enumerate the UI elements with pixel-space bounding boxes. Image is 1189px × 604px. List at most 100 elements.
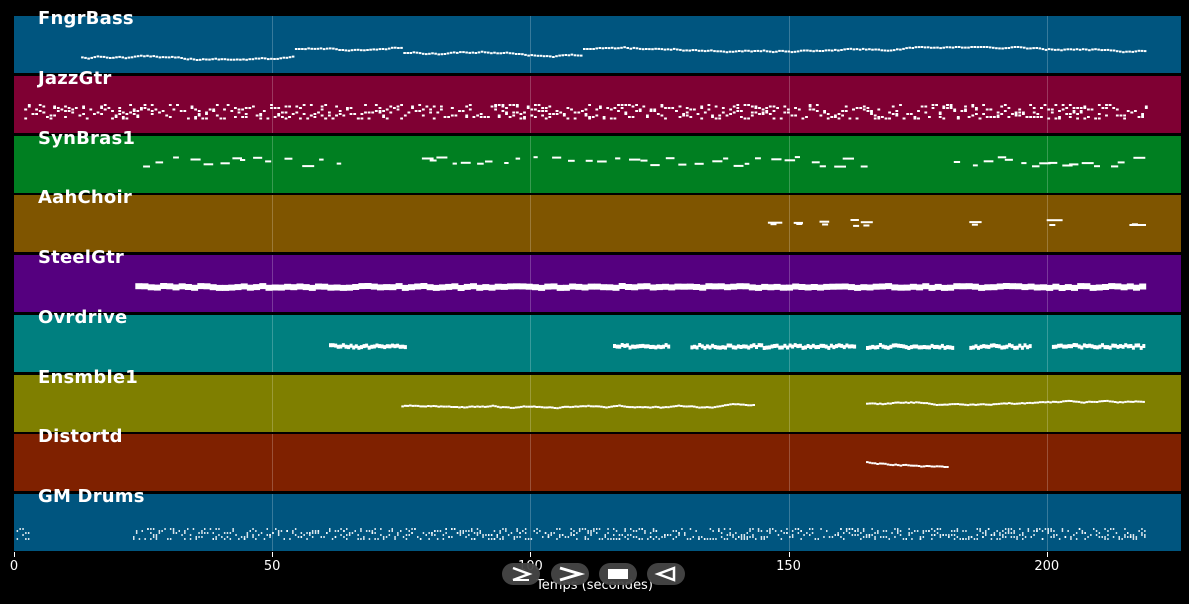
note (822, 223, 829, 226)
note (167, 56, 171, 59)
note (779, 284, 787, 291)
note (331, 342, 335, 347)
note (633, 405, 637, 408)
note (220, 161, 230, 164)
note (1131, 400, 1135, 403)
note (1007, 532, 1010, 534)
note (520, 405, 523, 408)
note (788, 343, 792, 348)
note (1089, 284, 1097, 291)
note (507, 283, 515, 290)
note (623, 46, 626, 49)
note (656, 112, 660, 115)
note (402, 536, 405, 538)
note (533, 155, 538, 158)
play-button[interactable] (502, 563, 540, 585)
note (524, 528, 527, 530)
note (1087, 115, 1090, 118)
note (522, 530, 524, 532)
note (597, 160, 607, 162)
stop-button[interactable] (599, 563, 637, 585)
note (339, 284, 347, 291)
note (951, 46, 955, 49)
note (396, 108, 400, 111)
note (735, 532, 737, 534)
note (806, 343, 810, 348)
note (726, 403, 730, 406)
back-button[interactable] (647, 563, 685, 585)
note (377, 538, 379, 540)
note (783, 111, 787, 114)
note (783, 532, 785, 534)
note (664, 342, 668, 347)
note (757, 342, 761, 347)
note (930, 343, 934, 348)
note (882, 536, 885, 538)
track-distortd (14, 434, 1181, 492)
note (332, 47, 335, 50)
note (599, 106, 602, 109)
note (90, 56, 93, 59)
note (1068, 112, 1072, 115)
note (1002, 534, 1004, 536)
note (674, 283, 682, 290)
note (818, 50, 822, 52)
note (1077, 283, 1085, 290)
note (876, 463, 879, 466)
note (698, 406, 701, 409)
note (38, 103, 42, 106)
note (971, 103, 975, 106)
note (842, 157, 854, 160)
note (344, 344, 348, 349)
note (793, 222, 803, 225)
note (172, 532, 175, 534)
note (946, 103, 949, 106)
note (566, 117, 570, 120)
track-label: FngrBass (38, 8, 134, 29)
note (166, 283, 174, 290)
note (476, 284, 484, 291)
note (460, 161, 471, 164)
note (223, 108, 226, 111)
note (1018, 343, 1022, 348)
note (902, 538, 905, 540)
note (331, 538, 334, 540)
note (1105, 114, 1108, 117)
note (946, 344, 950, 349)
forward-button[interactable] (551, 563, 589, 585)
note (1115, 114, 1119, 117)
note (592, 404, 595, 407)
note (810, 284, 818, 290)
note (587, 532, 589, 534)
note (160, 283, 168, 289)
note (915, 344, 919, 349)
note (1002, 536, 1004, 538)
note (675, 530, 677, 532)
note (922, 530, 925, 532)
note (906, 112, 910, 115)
note (996, 538, 998, 540)
note (930, 46, 933, 49)
note (242, 58, 245, 61)
note (678, 163, 687, 166)
note (773, 283, 781, 290)
note (757, 528, 760, 530)
note (579, 404, 582, 407)
note (523, 117, 526, 120)
note (601, 47, 605, 50)
note (858, 48, 862, 51)
gridline (788, 195, 790, 253)
note (861, 47, 865, 50)
note (592, 48, 595, 50)
note (996, 115, 1000, 118)
note (731, 345, 735, 350)
note (228, 284, 236, 291)
note (118, 109, 122, 112)
note (215, 528, 217, 530)
note (854, 530, 856, 532)
note (204, 532, 206, 534)
note (752, 528, 754, 530)
note (798, 284, 806, 290)
note (471, 538, 473, 540)
note (851, 534, 854, 536)
